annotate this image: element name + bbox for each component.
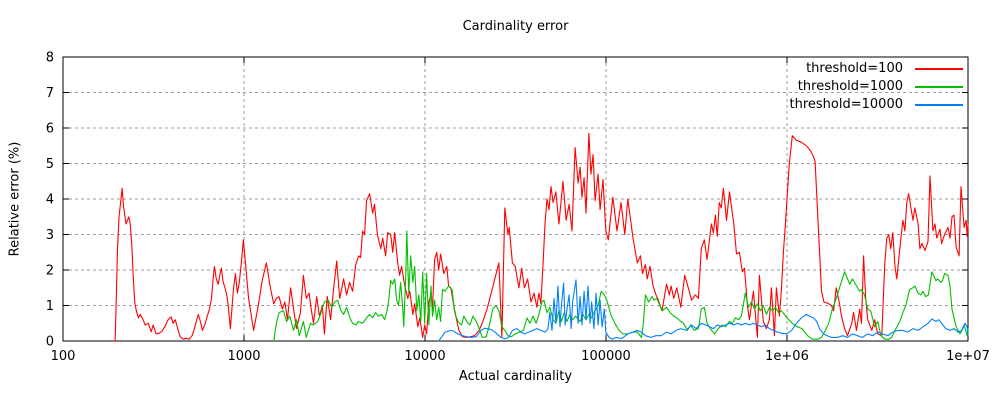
series-line-threshold-100 xyxy=(114,132,969,342)
x-tick-label: 10000 xyxy=(404,349,445,364)
y-tick-label: 0 xyxy=(46,335,54,350)
y-tick-label: 4 xyxy=(46,193,54,208)
legend-label: threshold=100 xyxy=(806,61,903,76)
legend-label: threshold=1000 xyxy=(797,79,903,94)
y-tick-label: 1 xyxy=(46,299,54,314)
legend-item-threshold-100: threshold=100 xyxy=(560,62,963,76)
legend-label: threshold=10000 xyxy=(789,97,903,112)
legend-item-threshold-1000: threshold=1000 xyxy=(560,80,963,94)
legend-line-sample xyxy=(915,68,963,70)
y-tick-label: 5 xyxy=(46,157,54,172)
legend: threshold=100 threshold=1000 threshold=1… xyxy=(560,62,963,112)
x-tick-label: 1e+07 xyxy=(946,349,990,364)
x-tick-label: 1000 xyxy=(227,349,260,364)
legend-item-threshold-10000: threshold=10000 xyxy=(560,98,963,112)
y-tick-label: 7 xyxy=(46,86,54,101)
x-tick-label: 100000 xyxy=(581,349,631,364)
legend-line-sample xyxy=(915,86,963,88)
x-tick-label: 100 xyxy=(51,349,76,364)
x-tick-label: 1e+06 xyxy=(765,349,809,364)
y-tick-label: 8 xyxy=(46,51,54,66)
y-tick-label: 2 xyxy=(46,264,54,279)
legend-line-sample xyxy=(915,104,963,106)
y-tick-label: 3 xyxy=(46,228,54,243)
y-tick-label: 6 xyxy=(46,122,54,137)
x-axis-title: Actual cardinality xyxy=(458,369,573,384)
series-line-threshold-1000 xyxy=(273,230,969,342)
chart-title: Cardinality error xyxy=(462,19,569,34)
series-line-threshold-10000 xyxy=(438,279,969,342)
